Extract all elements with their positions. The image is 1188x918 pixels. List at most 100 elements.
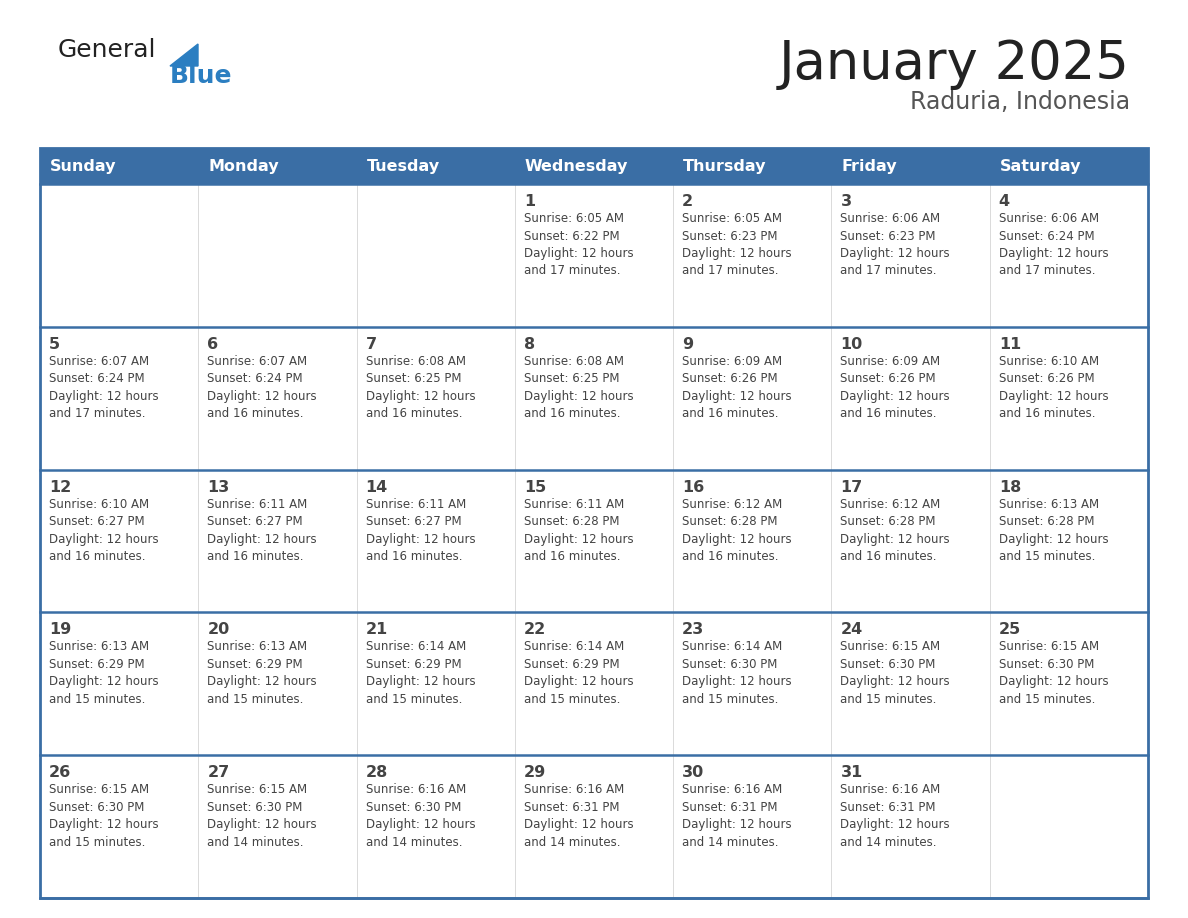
Text: 22: 22	[524, 622, 546, 637]
Text: Monday: Monday	[208, 159, 279, 174]
Text: 1: 1	[524, 194, 535, 209]
Text: 17: 17	[840, 479, 862, 495]
Text: Sunrise: 6:14 AM
Sunset: 6:29 PM
Daylight: 12 hours
and 15 minutes.: Sunrise: 6:14 AM Sunset: 6:29 PM Dayligh…	[524, 641, 633, 706]
Bar	[198, 327, 356, 470]
Text: January 2025: January 2025	[779, 38, 1130, 90]
Bar	[514, 184, 674, 327]
Text: 8: 8	[524, 337, 535, 352]
Text: Sunrise: 6:09 AM
Sunset: 6:26 PM
Daylight: 12 hours
and 16 minutes.: Sunrise: 6:09 AM Sunset: 6:26 PM Dayligh…	[840, 354, 950, 420]
Text: Sunrise: 6:11 AM
Sunset: 6:28 PM
Daylight: 12 hours
and 16 minutes.: Sunrise: 6:11 AM Sunset: 6:28 PM Dayligh…	[524, 498, 633, 563]
Bar	[356, 184, 514, 327]
Text: 11: 11	[999, 337, 1020, 352]
Text: Sunrise: 6:16 AM
Sunset: 6:31 PM
Daylight: 12 hours
and 14 minutes.: Sunrise: 6:16 AM Sunset: 6:31 PM Dayligh…	[682, 783, 791, 849]
Text: Friday: Friday	[841, 159, 897, 174]
Bar	[198, 148, 356, 184]
Text: Sunrise: 6:06 AM
Sunset: 6:23 PM
Daylight: 12 hours
and 17 minutes.: Sunrise: 6:06 AM Sunset: 6:23 PM Dayligh…	[840, 212, 950, 277]
Bar	[40, 470, 198, 612]
Text: 13: 13	[207, 479, 229, 495]
Text: Sunrise: 6:15 AM
Sunset: 6:30 PM
Daylight: 12 hours
and 14 minutes.: Sunrise: 6:15 AM Sunset: 6:30 PM Dayligh…	[207, 783, 317, 849]
Text: Sunrise: 6:15 AM
Sunset: 6:30 PM
Daylight: 12 hours
and 15 minutes.: Sunrise: 6:15 AM Sunset: 6:30 PM Dayligh…	[49, 783, 159, 849]
Text: Sunrise: 6:12 AM
Sunset: 6:28 PM
Daylight: 12 hours
and 16 minutes.: Sunrise: 6:12 AM Sunset: 6:28 PM Dayligh…	[682, 498, 791, 563]
Text: Blue: Blue	[170, 64, 233, 88]
Bar	[356, 756, 514, 898]
Bar	[674, 184, 832, 327]
Text: Sunrise: 6:13 AM
Sunset: 6:29 PM
Daylight: 12 hours
and 15 minutes.: Sunrise: 6:13 AM Sunset: 6:29 PM Dayligh…	[49, 641, 159, 706]
Text: Sunrise: 6:16 AM
Sunset: 6:31 PM
Daylight: 12 hours
and 14 minutes.: Sunrise: 6:16 AM Sunset: 6:31 PM Dayligh…	[840, 783, 950, 849]
Bar	[832, 470, 990, 612]
Text: 27: 27	[207, 766, 229, 780]
Bar	[514, 148, 674, 184]
Bar	[198, 470, 356, 612]
Text: Saturday: Saturday	[1000, 159, 1081, 174]
Bar	[832, 148, 990, 184]
Bar	[990, 327, 1148, 470]
Text: 19: 19	[49, 622, 71, 637]
Text: 6: 6	[207, 337, 219, 352]
Text: 23: 23	[682, 622, 704, 637]
Text: 16: 16	[682, 479, 704, 495]
Text: 15: 15	[524, 479, 546, 495]
Text: Sunrise: 6:08 AM
Sunset: 6:25 PM
Daylight: 12 hours
and 16 minutes.: Sunrise: 6:08 AM Sunset: 6:25 PM Dayligh…	[366, 354, 475, 420]
Bar	[40, 148, 198, 184]
Text: Sunrise: 6:14 AM
Sunset: 6:29 PM
Daylight: 12 hours
and 15 minutes.: Sunrise: 6:14 AM Sunset: 6:29 PM Dayligh…	[366, 641, 475, 706]
Bar	[514, 327, 674, 470]
Bar	[990, 470, 1148, 612]
Text: Sunday: Sunday	[50, 159, 116, 174]
Bar	[356, 612, 514, 756]
Text: 5: 5	[49, 337, 61, 352]
Bar	[514, 756, 674, 898]
Text: 3: 3	[840, 194, 852, 209]
Text: Sunrise: 6:05 AM
Sunset: 6:22 PM
Daylight: 12 hours
and 17 minutes.: Sunrise: 6:05 AM Sunset: 6:22 PM Dayligh…	[524, 212, 633, 277]
Polygon shape	[170, 44, 198, 66]
Text: 28: 28	[366, 766, 387, 780]
Bar	[514, 612, 674, 756]
Text: Thursday: Thursday	[683, 159, 766, 174]
Text: Sunrise: 6:13 AM
Sunset: 6:29 PM
Daylight: 12 hours
and 15 minutes.: Sunrise: 6:13 AM Sunset: 6:29 PM Dayligh…	[207, 641, 317, 706]
Text: Sunrise: 6:10 AM
Sunset: 6:27 PM
Daylight: 12 hours
and 16 minutes.: Sunrise: 6:10 AM Sunset: 6:27 PM Dayligh…	[49, 498, 159, 563]
Bar	[990, 184, 1148, 327]
Bar	[40, 148, 1148, 898]
Bar	[990, 148, 1148, 184]
Text: 29: 29	[524, 766, 546, 780]
Text: 26: 26	[49, 766, 71, 780]
Text: Sunrise: 6:10 AM
Sunset: 6:26 PM
Daylight: 12 hours
and 16 minutes.: Sunrise: 6:10 AM Sunset: 6:26 PM Dayligh…	[999, 354, 1108, 420]
Text: 31: 31	[840, 766, 862, 780]
Text: Raduria, Indonesia: Raduria, Indonesia	[910, 90, 1130, 114]
Bar	[832, 327, 990, 470]
Text: 25: 25	[999, 622, 1020, 637]
Text: 21: 21	[366, 622, 387, 637]
Bar	[356, 470, 514, 612]
Text: Sunrise: 6:13 AM
Sunset: 6:28 PM
Daylight: 12 hours
and 15 minutes.: Sunrise: 6:13 AM Sunset: 6:28 PM Dayligh…	[999, 498, 1108, 563]
Text: Sunrise: 6:16 AM
Sunset: 6:31 PM
Daylight: 12 hours
and 14 minutes.: Sunrise: 6:16 AM Sunset: 6:31 PM Dayligh…	[524, 783, 633, 849]
Text: Tuesday: Tuesday	[367, 159, 440, 174]
Bar	[674, 612, 832, 756]
Bar	[832, 612, 990, 756]
Bar	[198, 612, 356, 756]
Bar	[40, 612, 198, 756]
Text: 18: 18	[999, 479, 1020, 495]
Text: 10: 10	[840, 337, 862, 352]
Bar	[674, 756, 832, 898]
Text: Sunrise: 6:16 AM
Sunset: 6:30 PM
Daylight: 12 hours
and 14 minutes.: Sunrise: 6:16 AM Sunset: 6:30 PM Dayligh…	[366, 783, 475, 849]
Text: 20: 20	[207, 622, 229, 637]
Bar	[674, 470, 832, 612]
Bar	[198, 184, 356, 327]
Bar	[832, 756, 990, 898]
Text: Sunrise: 6:09 AM
Sunset: 6:26 PM
Daylight: 12 hours
and 16 minutes.: Sunrise: 6:09 AM Sunset: 6:26 PM Dayligh…	[682, 354, 791, 420]
Bar	[356, 148, 514, 184]
Text: 7: 7	[366, 337, 377, 352]
Text: Sunrise: 6:08 AM
Sunset: 6:25 PM
Daylight: 12 hours
and 16 minutes.: Sunrise: 6:08 AM Sunset: 6:25 PM Dayligh…	[524, 354, 633, 420]
Text: Sunrise: 6:07 AM
Sunset: 6:24 PM
Daylight: 12 hours
and 17 minutes.: Sunrise: 6:07 AM Sunset: 6:24 PM Dayligh…	[49, 354, 159, 420]
Text: Sunrise: 6:12 AM
Sunset: 6:28 PM
Daylight: 12 hours
and 16 minutes.: Sunrise: 6:12 AM Sunset: 6:28 PM Dayligh…	[840, 498, 950, 563]
Text: 4: 4	[999, 194, 1010, 209]
Text: General: General	[58, 38, 157, 62]
Bar	[40, 184, 198, 327]
Text: 24: 24	[840, 622, 862, 637]
Text: Wednesday: Wednesday	[525, 159, 628, 174]
Text: 14: 14	[366, 479, 387, 495]
Text: 2: 2	[682, 194, 694, 209]
Text: 12: 12	[49, 479, 71, 495]
Text: Sunrise: 6:05 AM
Sunset: 6:23 PM
Daylight: 12 hours
and 17 minutes.: Sunrise: 6:05 AM Sunset: 6:23 PM Dayligh…	[682, 212, 791, 277]
Bar	[40, 756, 198, 898]
Bar	[832, 184, 990, 327]
